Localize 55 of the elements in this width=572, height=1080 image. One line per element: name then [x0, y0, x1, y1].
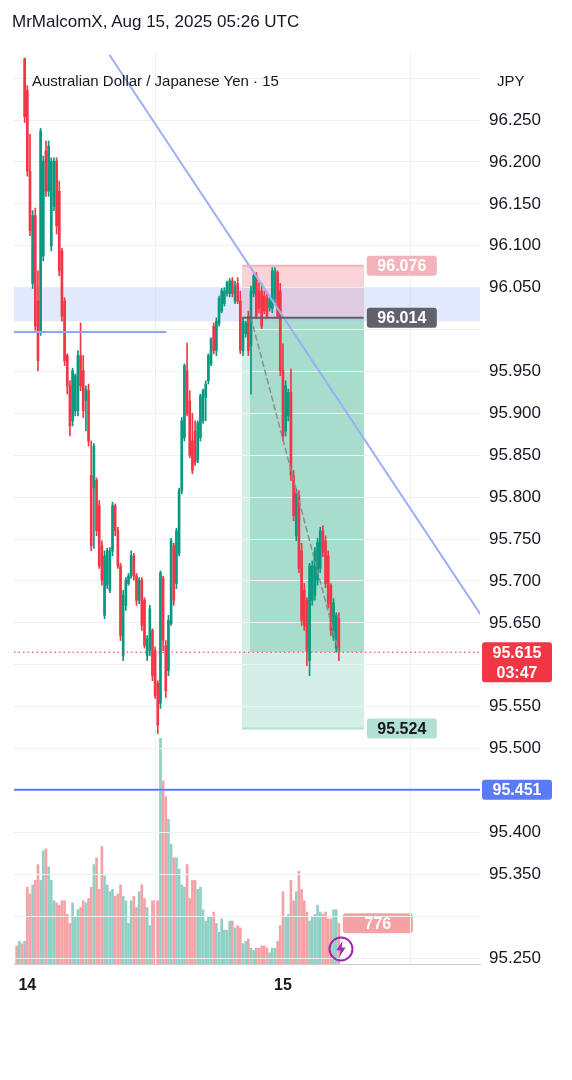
bar — [31, 884, 34, 964]
bar — [196, 889, 200, 964]
ref-line-label: 95.615 03:47 — [492, 643, 542, 681]
y-tick-label: 95.900 — [489, 403, 541, 423]
y-tick-label: 95.800 — [489, 486, 541, 506]
bar — [140, 884, 144, 964]
bar — [167, 819, 170, 964]
bar — [286, 913, 290, 964]
bar — [212, 911, 216, 964]
y-tick-label: 95.750 — [489, 528, 541, 548]
bar — [215, 922, 218, 964]
y-tick-label: 95.250 — [489, 947, 541, 967]
annotation: 96.014 — [377, 309, 427, 327]
bar — [332, 909, 335, 964]
bar — [159, 738, 162, 964]
x-tick-label: 14 — [18, 976, 37, 994]
bar — [89, 886, 93, 964]
bar — [47, 866, 50, 964]
bar — [284, 916, 287, 964]
y-tick-label: 95.400 — [489, 822, 541, 842]
x-tick-label: 15 — [274, 976, 292, 994]
bar — [119, 884, 122, 964]
bar — [199, 886, 202, 964]
text: MrMalcomX, Aug 15, 2025 05:26 UTC — [12, 11, 300, 33]
y-tick-label: 95.650 — [489, 612, 541, 632]
bar — [132, 895, 136, 964]
y-tick-label: 96.050 — [489, 277, 541, 297]
bar — [220, 918, 224, 964]
y-tick-label: 95.350 — [489, 864, 541, 884]
y-tick-label: 96.100 — [489, 235, 541, 255]
y-tick-label: 95.550 — [489, 696, 541, 716]
bar — [308, 920, 311, 964]
bar — [239, 927, 242, 964]
bar — [294, 891, 298, 964]
bar — [25, 886, 29, 964]
y-tick-label: 96.250 — [489, 109, 541, 129]
annotation: 776 — [364, 914, 392, 932]
bar — [183, 886, 186, 964]
text: Australian Dollar / Japanese Yen · 15 — [32, 72, 279, 90]
annotation: 96.076 — [377, 257, 427, 275]
annotation: 95.524 — [377, 719, 427, 737]
y-axis-title: JPY — [497, 72, 525, 90]
bar — [15, 945, 18, 964]
y-tick-label: 96.150 — [489, 193, 541, 213]
y-tick-label: 96.200 — [489, 151, 541, 171]
y-tick-label: 95.500 — [489, 738, 541, 758]
y-tick-label: 95.950 — [489, 361, 541, 381]
bar — [71, 902, 74, 964]
y-tick-label: 95.850 — [489, 444, 541, 464]
bar — [121, 895, 125, 964]
bar — [95, 857, 98, 964]
bar — [268, 952, 271, 964]
bar — [103, 875, 106, 964]
ref-line-label: 95.451 — [492, 781, 542, 799]
y-tick-label: 95.700 — [489, 570, 541, 590]
